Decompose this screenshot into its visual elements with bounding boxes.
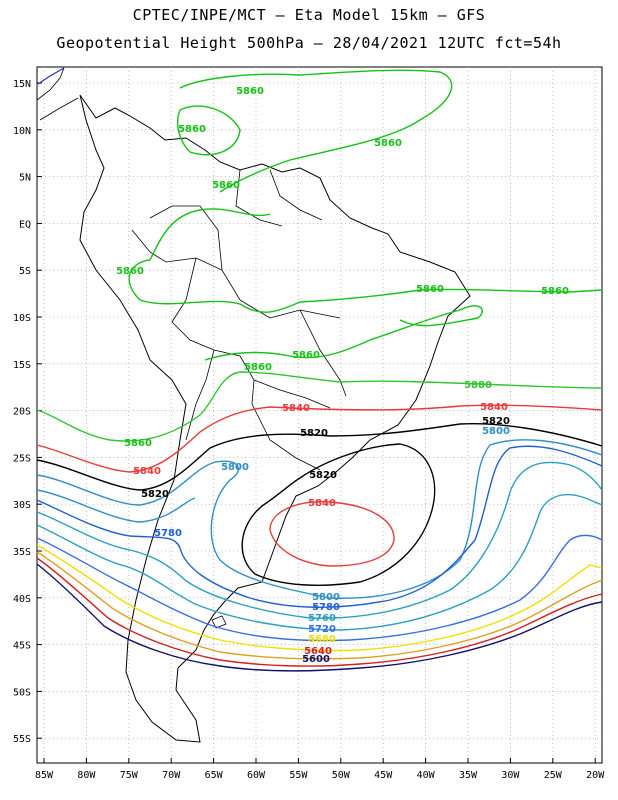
contour-value-label: 5860: [374, 138, 402, 149]
latitude-labels: 15N 10N 5N EQ 5S 10S 15S 20S 25S 30S 35S 40S 45S 50S 5…: [13, 79, 31, 745]
chart-title: CPTEC/INPE/MCT – Eta Model 15km – GFS: [132, 6, 486, 24]
contour-value-label: 5760: [308, 613, 336, 624]
lat-tick-label: 10S: [13, 313, 31, 324]
contour-line-10: [36, 557, 603, 667]
lat-tick-label: 10N: [13, 126, 31, 137]
contour-value-label: 5860: [244, 362, 272, 373]
lat-tick-label: 20S: [13, 407, 31, 418]
contour-line-5: [36, 445, 603, 608]
contour-value-label: 5780: [154, 528, 182, 539]
contour-value-label: 5840: [282, 403, 310, 414]
lon-tick-label: 50W: [332, 770, 351, 781]
contour-value-label: 5800: [221, 462, 249, 473]
contour-value-label: 5860: [292, 350, 320, 361]
lon-tick-label: 40W: [417, 770, 436, 781]
coastlines: [36, 67, 471, 743]
contour-value-label: 5820: [309, 470, 337, 481]
lat-tick-label: 35S: [13, 547, 31, 558]
longitude-labels: 85W 80W 75W 70W 65W 60W 55W 50W 45W 40W 35W 30W 25W 2…: [35, 770, 605, 781]
lon-tick-label: 60W: [247, 770, 266, 781]
contour-value-label: 5880: [464, 380, 492, 391]
lon-tick-label: 35W: [459, 770, 478, 781]
lon-tick-label: 75W: [120, 770, 139, 781]
lat-tick-label: 30S: [13, 500, 31, 511]
chart-subtitle: Geopotential Height 500hPa – 28/04/2021 …: [56, 34, 562, 52]
contour-line-7: [36, 534, 603, 642]
lat-tick-label: 5S: [19, 266, 31, 277]
contour-value-label: 5780: [312, 602, 340, 613]
lon-tick-label: 70W: [162, 770, 181, 781]
lat-tick-label: 15S: [13, 360, 31, 371]
contour-value-label: 5860: [116, 266, 144, 277]
contour-value-label: 5840: [133, 466, 161, 477]
contour-value-label: 5640: [304, 646, 332, 657]
contour-labels: 5880 5860 5860 5860 5860 5860 5860 5860 5860 5860…: [116, 86, 569, 665]
contour-value-label: 5860: [124, 438, 152, 449]
lon-tick-label: 80W: [77, 770, 96, 781]
lat-tick-label: 40S: [13, 594, 31, 605]
lon-tick-label: 30W: [501, 770, 520, 781]
contour-value-label: 5800: [312, 592, 340, 603]
contour-line-1: [128, 69, 603, 361]
contour-value-label: 5820: [300, 428, 328, 439]
contour-line-6: [36, 461, 603, 631]
contour-value-label: 5800: [482, 426, 510, 437]
contour-value-label: 5820: [482, 416, 510, 427]
contour-value-label: 5820: [141, 489, 169, 500]
lat-tick-label: 25S: [13, 453, 31, 464]
lat-tick-label: 15N: [13, 79, 31, 90]
contour-value-label: 5860: [178, 124, 206, 135]
contour-line-8: [36, 544, 603, 652]
contour-line-0: [36, 371, 603, 442]
contour-line-9: [36, 551, 603, 660]
lon-tick-label: 20W: [586, 770, 605, 781]
contour-value-label: 5600: [302, 654, 330, 665]
contour-line-3: [36, 423, 603, 586]
contour-line-11: [36, 563, 603, 672]
lon-tick-label: 85W: [35, 770, 54, 781]
lat-tick-label: EQ: [19, 219, 31, 230]
contour-line-2: [36, 404, 603, 567]
lon-tick-label: 45W: [374, 770, 393, 781]
lat-tick-label: 50S: [13, 687, 31, 698]
graticule: [37, 67, 602, 763]
contour-value-label: 5860: [212, 180, 240, 191]
contour-value-label: 5860: [541, 286, 569, 297]
contour-line-4: [36, 439, 603, 599]
contour-value-label: 5680: [308, 634, 336, 645]
lon-tick-label: 55W: [289, 770, 308, 781]
contour-value-label: 5840: [480, 402, 508, 413]
contour-value-label: 5860: [416, 284, 444, 295]
lat-tick-label: 5N: [19, 173, 31, 184]
contour-value-label: 5720: [308, 624, 336, 635]
contour-value-label: 5860: [236, 86, 264, 97]
lon-tick-label: 65W: [205, 770, 224, 781]
lon-tick-label: 25W: [544, 770, 563, 781]
lat-tick-label: 55S: [13, 734, 31, 745]
contour-lines: [36, 69, 603, 672]
map-frame: [36, 66, 603, 764]
contour-value-label: 5840: [308, 498, 336, 509]
lat-tick-label: 45S: [13, 641, 31, 652]
